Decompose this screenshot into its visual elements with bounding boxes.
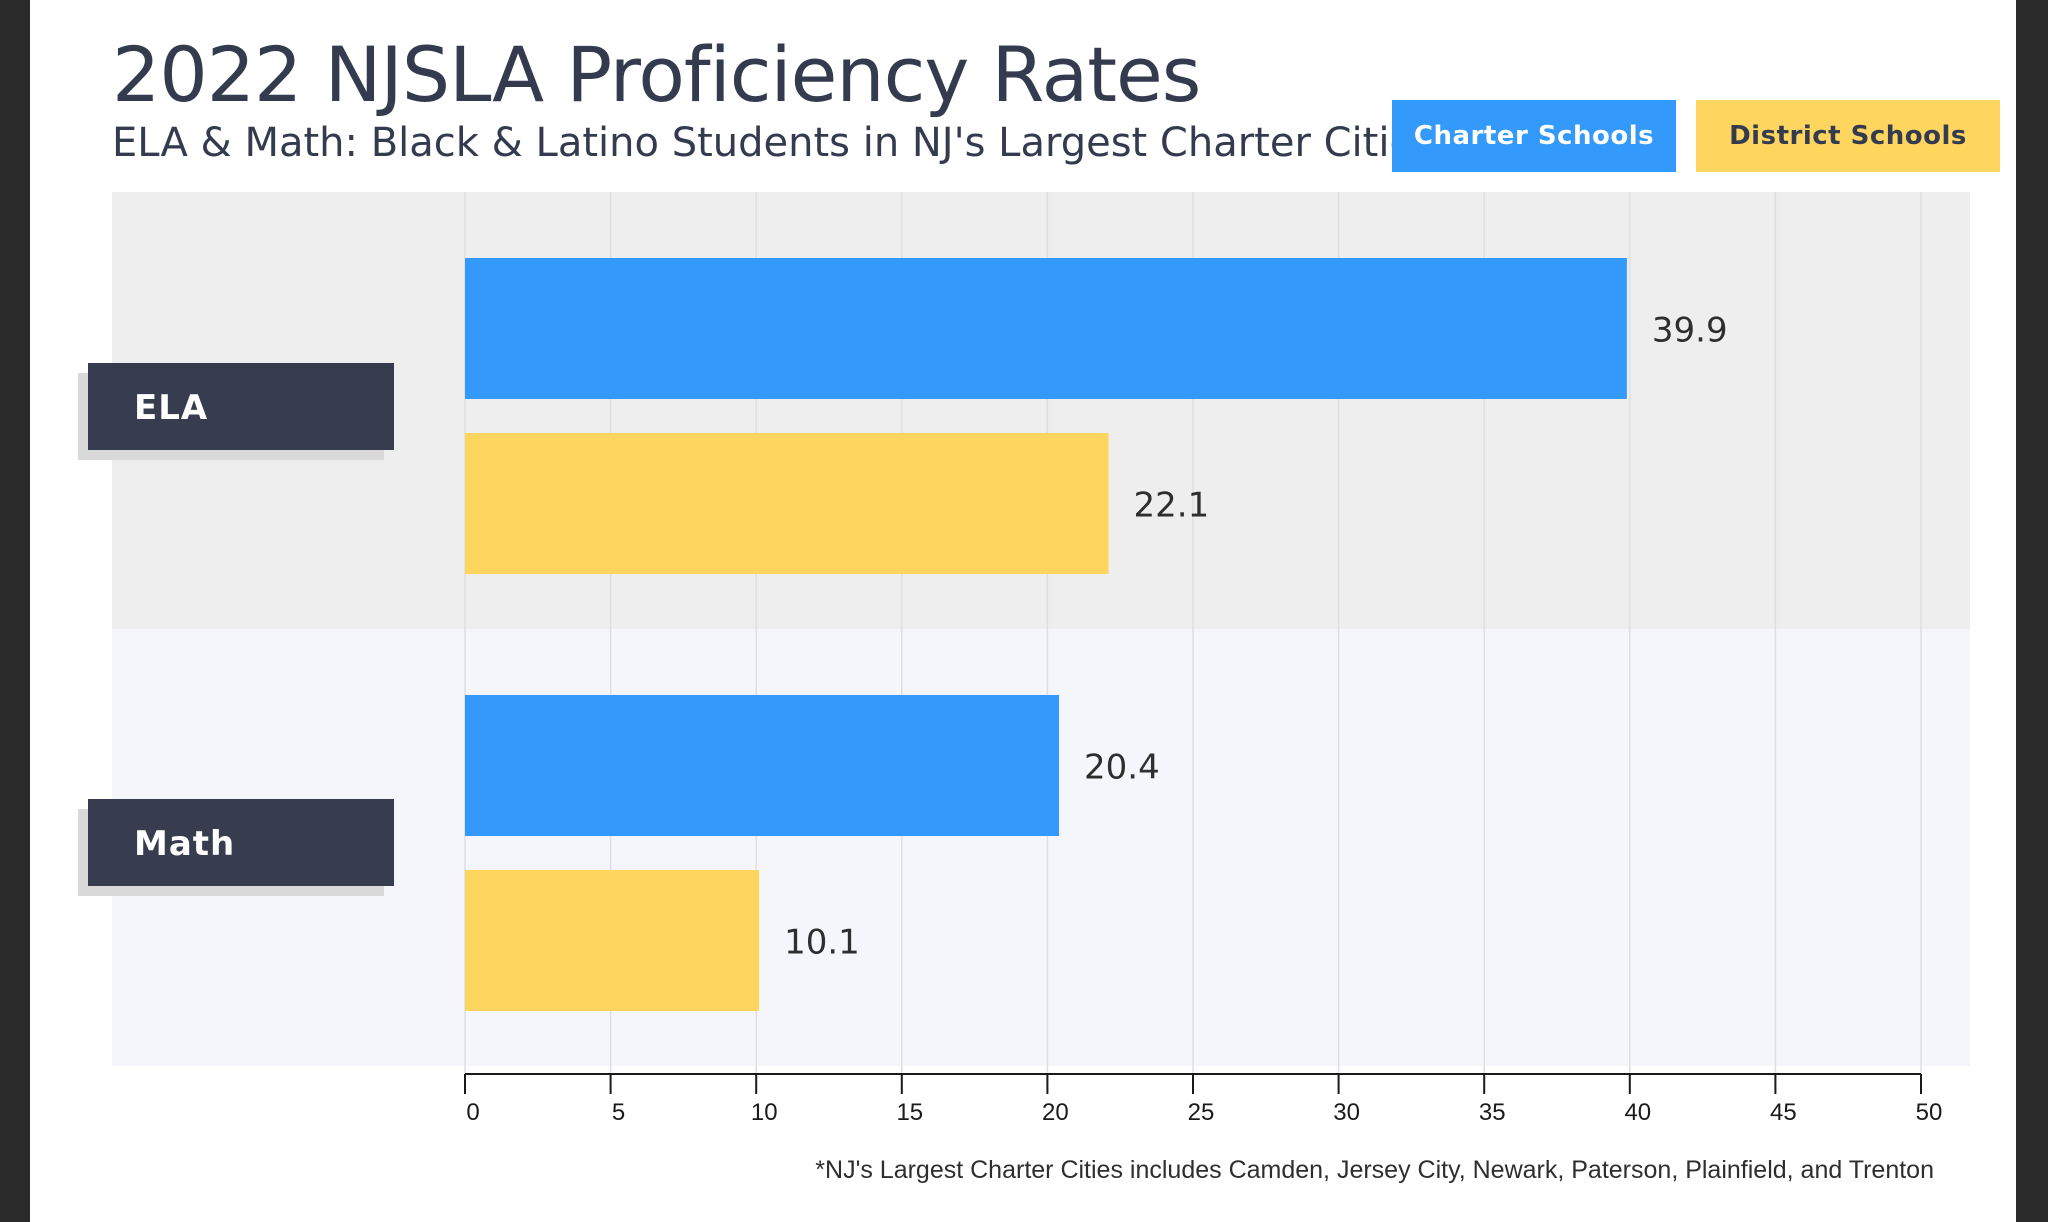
x-tick-label: 5 xyxy=(612,1099,625,1126)
bar-ela-charter-schools xyxy=(465,258,1627,399)
x-tick-label: 50 xyxy=(1916,1099,1943,1126)
data-label: 10.1 xyxy=(784,923,860,963)
x-tick-label: 35 xyxy=(1479,1099,1506,1126)
x-tick-label: 15 xyxy=(896,1099,923,1126)
x-tick-label: 40 xyxy=(1624,1099,1651,1126)
category-label-box xyxy=(88,799,394,886)
x-tick-label: 10 xyxy=(751,1099,778,1126)
legend-district-schools: District Schools xyxy=(1696,100,2000,172)
x-tick-label: 0 xyxy=(466,1099,479,1126)
data-label: 22.1 xyxy=(1134,486,1210,526)
category-label-box xyxy=(88,363,394,450)
x-tick-label: 30 xyxy=(1333,1099,1360,1126)
x-tick-label: 25 xyxy=(1188,1099,1215,1126)
chart-subtitle: ELA & Math: Black & Latino Students in N… xyxy=(112,120,1455,166)
data-label: 39.9 xyxy=(1652,311,1728,351)
x-tick-label: 45 xyxy=(1770,1099,1797,1126)
bar-math-charter-schools xyxy=(465,695,1060,836)
bar-ela-district-schools xyxy=(465,433,1109,574)
x-tick-label: 20 xyxy=(1042,1099,1069,1126)
bar-math-district-schools xyxy=(465,870,760,1011)
data-label: 20.4 xyxy=(1084,748,1160,788)
legend-charter-schools: Charter Schools xyxy=(1392,100,1676,172)
category-label: Math xyxy=(134,824,235,864)
footnote: *NJ's Largest Charter Cities includes Ca… xyxy=(815,1156,1934,1184)
category-label: ELA xyxy=(134,388,208,428)
chart-title: 2022 NJSLA Proficiency Rates xyxy=(112,30,1201,119)
